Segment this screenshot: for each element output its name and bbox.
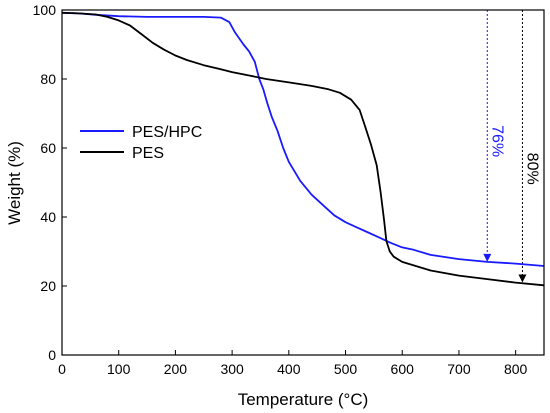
y-tick-label: 20 — [40, 278, 56, 294]
x-tick-label: 200 — [164, 361, 188, 377]
annotation-layer: 76% 80% — [483, 10, 540, 283]
y-axis-title: Weight (%) — [5, 141, 24, 225]
x-tick-label: 0 — [58, 361, 66, 377]
series-line-pes-hpc — [61, 11, 545, 267]
x-tick-label: 500 — [334, 361, 358, 377]
legend-label-pes-hpc: PES/HPC — [132, 124, 202, 141]
series-line-pes — [61, 11, 545, 287]
plot-frame — [61, 9, 545, 356]
plot-area — [62, 10, 544, 355]
x-tick-label: 800 — [504, 361, 528, 377]
y-axis: 0 20 40 60 80 100 — [33, 2, 67, 363]
x-tick-label: 100 — [107, 361, 131, 377]
legend: PES/HPC PES — [80, 124, 202, 162]
x-tick-label: 300 — [220, 361, 244, 377]
y-tick-label: 100 — [33, 2, 57, 18]
x-tick-label: 400 — [277, 361, 301, 377]
x-axis-title: Temperature (°C) — [238, 390, 369, 409]
series-layer — [61, 11, 545, 287]
y-tick-label: 80 — [40, 71, 56, 87]
y-tick-label: 60 — [40, 140, 56, 156]
annotation-label-annot-1: 80% — [523, 153, 540, 185]
annotation-arrowhead — [483, 253, 492, 262]
x-tick-label: 600 — [391, 361, 415, 377]
y-tick-label: 40 — [40, 209, 56, 225]
legend-label-pes: PES — [132, 145, 164, 162]
annotation-arrowhead — [518, 274, 527, 283]
annotation-label-annot-0: 76% — [488, 125, 505, 157]
y-tick-label: 0 — [48, 347, 56, 363]
x-tick-label: 700 — [447, 361, 471, 377]
x-axis: 0 100 200 300 400 500 600 700 800 — [58, 350, 528, 377]
